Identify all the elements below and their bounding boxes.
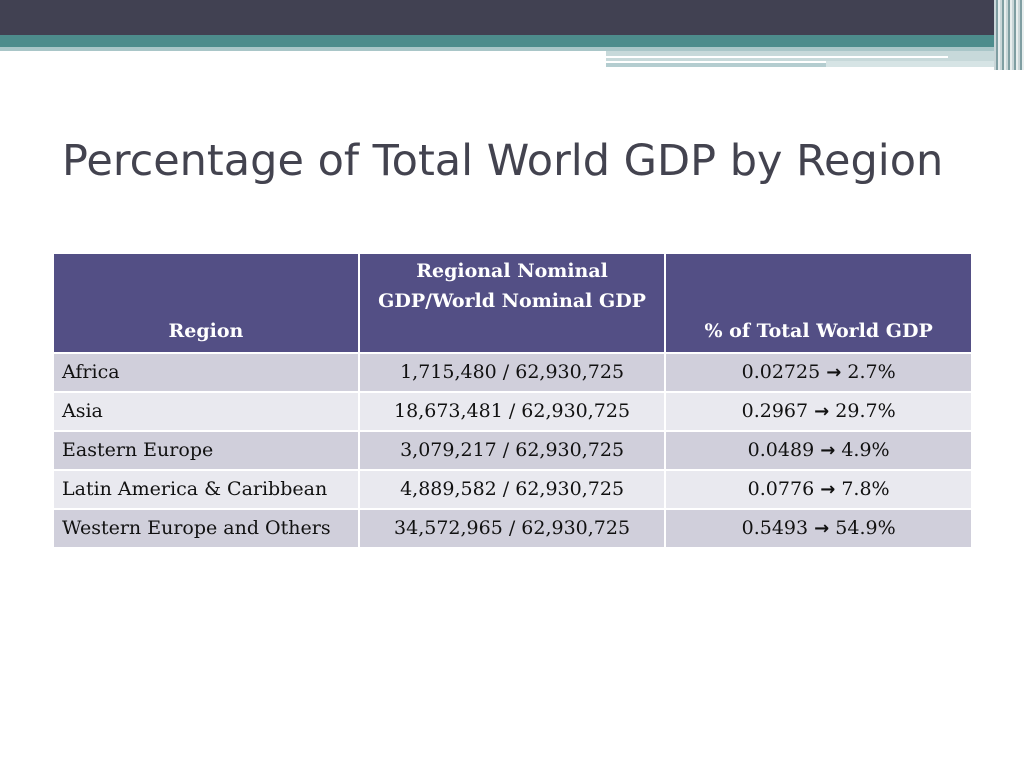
region-cell: Latin America & Caribbean bbox=[52, 469, 360, 510]
ratio-cell: 18,673,481 / 62,930,725 bbox=[357, 391, 667, 432]
arrow-right-icon: → bbox=[826, 362, 842, 383]
region-cell: Eastern Europe bbox=[52, 430, 360, 471]
banner-strip bbox=[606, 63, 826, 67]
percent-value: 29.7% bbox=[835, 400, 896, 422]
arrow-right-icon: → bbox=[820, 440, 836, 461]
table-header-row: Region Regional Nominal GDP/World Nomina… bbox=[52, 252, 973, 354]
ratio-cell: 4,889,582 / 62,930,725 bbox=[357, 469, 667, 510]
region-cell: Western Europe and Others bbox=[52, 508, 360, 549]
ratio-cell: 34,572,965 / 62,930,725 bbox=[357, 508, 667, 549]
header-ratio: Regional Nominal GDP/World Nominal GDP bbox=[357, 252, 667, 354]
fraction-value: 0.0489 bbox=[747, 439, 815, 461]
region-cell: Asia bbox=[52, 391, 360, 432]
banner-strip bbox=[826, 61, 1024, 67]
slide-title: Percentage of Total World GDP by Region bbox=[62, 136, 944, 186]
percent-value: 54.9% bbox=[835, 517, 896, 539]
banner-vertical-lines bbox=[994, 0, 1024, 70]
fraction-value: 0.0776 bbox=[747, 478, 815, 500]
fraction-value: 0.5493 bbox=[741, 517, 809, 539]
percent-cell: 0.2967 → 29.7% bbox=[664, 391, 973, 432]
banner-light-band bbox=[0, 47, 1024, 51]
table-row: Asia 18,673,481 / 62,930,725 0.2967 → 29… bbox=[52, 391, 973, 432]
ratio-cell: 3,079,217 / 62,930,725 bbox=[357, 430, 667, 471]
header-region: Region bbox=[52, 252, 360, 354]
percent-cell: 0.02725 → 2.7% bbox=[664, 352, 973, 393]
table-row: Latin America & Caribbean 4,889,582 / 62… bbox=[52, 469, 973, 510]
region-cell: Africa bbox=[52, 352, 360, 393]
table-row: Western Europe and Others 34,572,965 / 6… bbox=[52, 508, 973, 549]
header-percent: % of Total World GDP bbox=[664, 252, 973, 354]
banner-teal-band bbox=[0, 35, 1024, 47]
arrow-right-icon: → bbox=[820, 479, 836, 500]
percent-value: 4.9% bbox=[841, 439, 890, 461]
ratio-cell: 1,715,480 / 62,930,725 bbox=[357, 352, 667, 393]
percent-cell: 0.0776 → 7.8% bbox=[664, 469, 973, 510]
percent-cell: 0.0489 → 4.9% bbox=[664, 430, 973, 471]
arrow-right-icon: → bbox=[814, 401, 830, 422]
fraction-value: 0.02725 bbox=[741, 361, 821, 383]
percent-value: 2.7% bbox=[847, 361, 896, 383]
banner-dark-band bbox=[0, 0, 1024, 35]
gdp-table: Region Regional Nominal GDP/World Nomina… bbox=[52, 252, 973, 549]
banner-strip-line bbox=[606, 56, 948, 58]
table-row: Africa 1,715,480 / 62,930,725 0.02725 → … bbox=[52, 352, 973, 393]
arrow-right-icon: → bbox=[814, 518, 830, 539]
table-row: Eastern Europe 3,079,217 / 62,930,725 0.… bbox=[52, 430, 973, 471]
fraction-value: 0.2967 bbox=[741, 400, 809, 422]
percent-value: 7.8% bbox=[841, 478, 890, 500]
percent-cell: 0.5493 → 54.9% bbox=[664, 508, 973, 549]
